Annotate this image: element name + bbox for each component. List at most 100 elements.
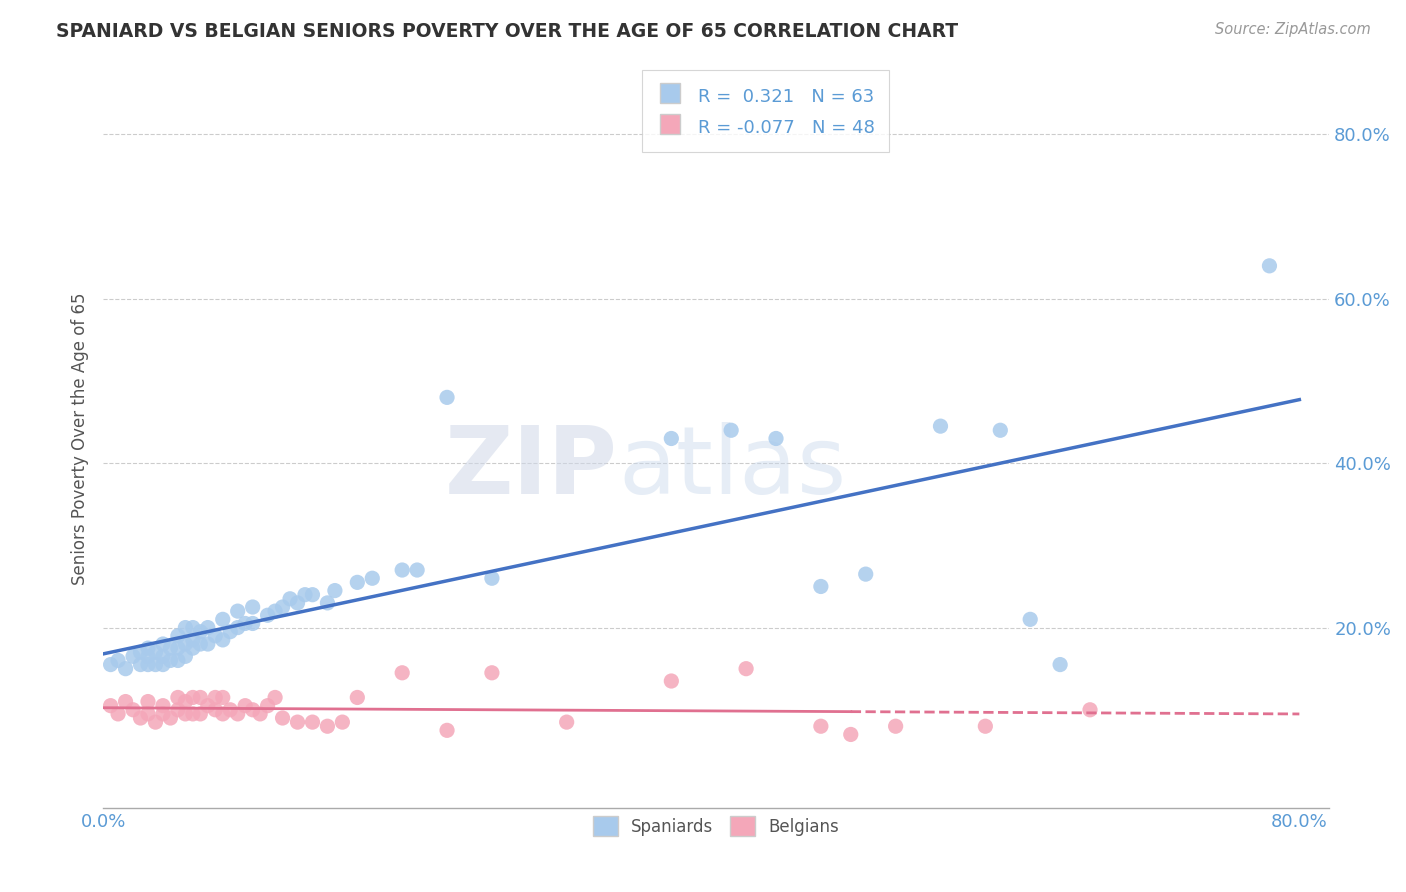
Point [122, 649, 145, 664]
Point [481, 571, 503, 585]
Point [174, 695, 197, 709]
Point [122, 703, 145, 717]
Point [145, 715, 167, 730]
Point [436, 390, 458, 404]
Point [136, 649, 159, 664]
Point [929, 419, 952, 434]
Point [188, 637, 211, 651]
Point [391, 563, 413, 577]
Legend: Spaniards, Belgians: Spaniards, Belgians [585, 807, 848, 845]
Point [720, 423, 742, 437]
Point [884, 719, 907, 733]
Point [114, 695, 136, 709]
Point [1049, 657, 1071, 672]
Point [152, 649, 174, 664]
Point [197, 637, 219, 651]
Point [735, 662, 758, 676]
Point [167, 641, 190, 656]
Point [174, 706, 197, 721]
Text: ZIP: ZIP [446, 422, 619, 514]
Point [211, 632, 233, 647]
Point [481, 665, 503, 680]
Point [294, 588, 316, 602]
Point [204, 703, 226, 717]
Point [100, 698, 122, 713]
Point [765, 432, 787, 446]
Point [197, 621, 219, 635]
Point [152, 706, 174, 721]
Point [211, 612, 233, 626]
Point [181, 621, 204, 635]
Point [233, 698, 256, 713]
Point [167, 653, 190, 667]
Point [316, 596, 339, 610]
Point [301, 715, 323, 730]
Point [406, 563, 429, 577]
Point [256, 608, 278, 623]
Point [174, 649, 197, 664]
Point [1019, 612, 1042, 626]
Point [323, 583, 346, 598]
Point [219, 624, 242, 639]
Point [974, 719, 997, 733]
Point [287, 715, 309, 730]
Point [188, 624, 211, 639]
Point [301, 588, 323, 602]
Point [211, 706, 233, 721]
Point [839, 727, 862, 741]
Point [107, 653, 129, 667]
Point [159, 653, 181, 667]
Point [167, 629, 190, 643]
Point [278, 591, 301, 606]
Point [145, 657, 167, 672]
Point [114, 662, 136, 676]
Point [659, 432, 682, 446]
Point [136, 657, 159, 672]
Point [174, 637, 197, 651]
Point [181, 632, 204, 647]
Point [271, 600, 294, 615]
Point [136, 706, 159, 721]
Text: SPANIARD VS BELGIAN SENIORS POVERTY OVER THE AGE OF 65 CORRELATION CHART: SPANIARD VS BELGIAN SENIORS POVERTY OVER… [56, 22, 959, 41]
Point [152, 698, 174, 713]
Point [256, 698, 278, 713]
Point [129, 711, 152, 725]
Text: Source: ZipAtlas.com: Source: ZipAtlas.com [1215, 22, 1371, 37]
Point [361, 571, 384, 585]
Point [287, 596, 309, 610]
Point [181, 706, 204, 721]
Point [810, 719, 832, 733]
Point [204, 629, 226, 643]
Point [391, 665, 413, 680]
Point [233, 616, 256, 631]
Point [129, 657, 152, 672]
Point [264, 690, 287, 705]
Point [226, 604, 249, 618]
Point [249, 706, 271, 721]
Point [436, 723, 458, 738]
Point [152, 657, 174, 672]
Point [219, 703, 242, 717]
Point [136, 695, 159, 709]
Point [242, 616, 264, 631]
Point [174, 621, 197, 635]
Point [346, 690, 368, 705]
Point [211, 690, 233, 705]
Point [1078, 703, 1101, 717]
Y-axis label: Seniors Poverty Over the Age of 65: Seniors Poverty Over the Age of 65 [72, 293, 89, 585]
Point [145, 645, 167, 659]
Text: atlas: atlas [619, 422, 846, 514]
Point [855, 567, 877, 582]
Point [332, 715, 354, 730]
Point [100, 657, 122, 672]
Point [264, 604, 287, 618]
Point [136, 641, 159, 656]
Point [271, 711, 294, 725]
Point [1258, 259, 1281, 273]
Point [242, 600, 264, 615]
Point [159, 711, 181, 725]
Point [204, 690, 226, 705]
Point [316, 719, 339, 733]
Point [226, 706, 249, 721]
Point [197, 698, 219, 713]
